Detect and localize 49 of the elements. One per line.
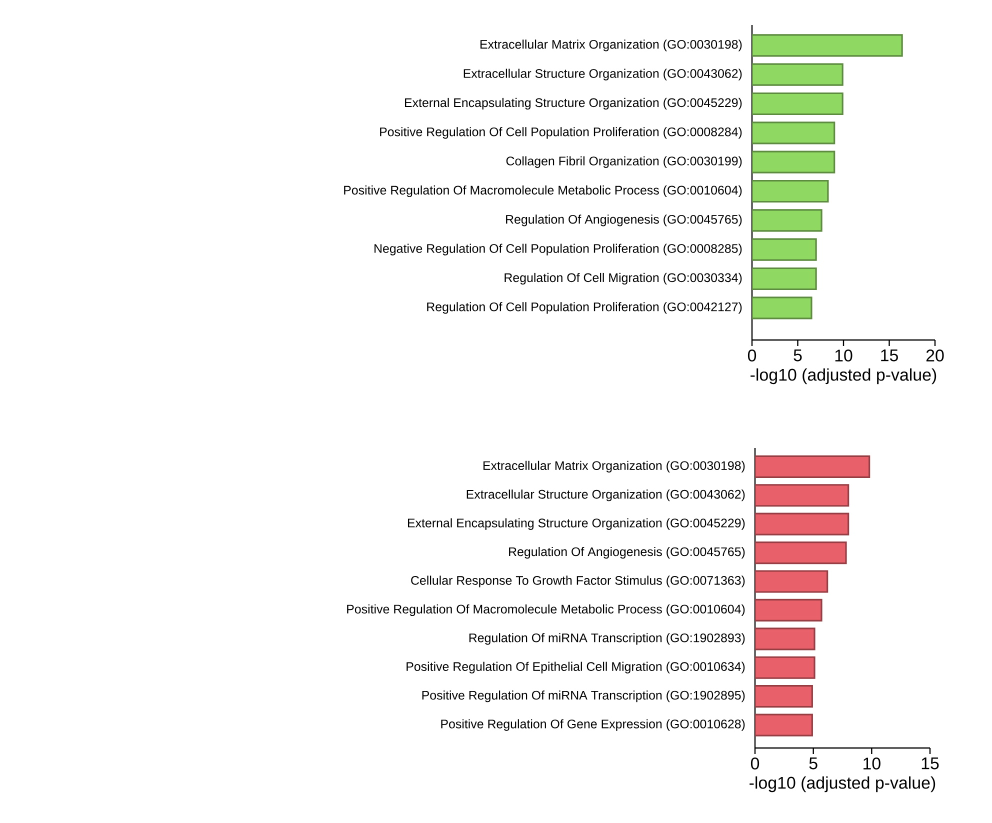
bar: [752, 209, 822, 232]
y-tick-label: Positive Regulation Of Epithelial Cell Migration (GO:0010634): [406, 662, 745, 674]
x-tick-label: 0: [750, 758, 760, 770]
y-tick-label: Collagen Fibril Organization (GO:0030199): [506, 156, 742, 168]
bar: [752, 122, 836, 144]
x-tick-label: 10: [835, 350, 852, 362]
bar: [752, 180, 829, 203]
y-tick-label: External Encapsulating Structure Organization (GO:0045229): [404, 98, 742, 110]
y-tick-label: Regulation Of Angiogenesis (GO:0045765): [509, 546, 745, 559]
y-tick-label: Positive Regulation Of Gene Expression (GO:0010628): [441, 719, 745, 731]
y-tick-label: Negative Regulation Of Cell Population Proliferation (GO:0008285): [374, 244, 742, 256]
bar: [752, 63, 844, 86]
y-tick-label: Extracellular Structure Organization (GO:0043062): [466, 490, 745, 502]
x-axis-title: -log10 (adjusted p-value): [750, 368, 936, 384]
bar: [752, 92, 844, 116]
bar: [755, 541, 847, 564]
y-tick-label: Extracellular Matrix Organization (GO:0030198): [480, 40, 742, 52]
y-tick-label: Extracellular Structure Organization (GO:0043062): [464, 68, 742, 80]
bar: [752, 296, 812, 320]
x-tick-label: 15: [881, 350, 898, 362]
x-tick-label: 0: [748, 350, 756, 362]
y-tick-label: Regulation Of miRNA Transcription (GO:1902893): [469, 633, 745, 645]
bar: [755, 628, 816, 650]
y-tick-label: Regulation Of Angiogenesis (GO:0045765): [506, 214, 742, 226]
bar: [755, 656, 816, 679]
y-tick-label: Regulation Of Cell Population Proliferation (GO:0042127): [427, 302, 742, 314]
bar: [752, 150, 836, 174]
x-tick-label: 5: [809, 758, 818, 770]
bar: [755, 455, 870, 478]
x-tick-label: 5: [794, 350, 802, 362]
bar: [752, 238, 817, 261]
y-tick-label: Positive Regulation Of Macromolecule Metabolic Process (GO:0010604): [347, 604, 745, 616]
bar: [755, 685, 813, 708]
y-tick-label: Positive Regulation Of miRNA Transcription (GO:1902895): [422, 690, 745, 702]
x-tick-label: 10: [864, 758, 880, 770]
bar: [755, 484, 850, 507]
x-tick-label: 15: [922, 758, 939, 770]
bar: [755, 598, 822, 622]
y-tick-label: External Encapsulating Structure Organization (GO:0045229): [408, 518, 745, 530]
bar: [752, 267, 817, 290]
x-axis-title: -log10 (adjusted p-value): [750, 776, 936, 792]
y-tick-label: Positive Regulation Of Cell Population Proliferation (GO:0008284): [380, 127, 742, 139]
y-tick-label: Extracellular Matrix Organization (GO:0030198): [483, 460, 745, 472]
bar: [752, 34, 903, 57]
y-tick-label: Positive Regulation Of Macromolecule Metabolic Process (GO:0010604): [344, 185, 742, 198]
x-tick-label: 20: [926, 350, 944, 362]
y-tick-label: Cellular Response To Growth Factor Stimulus (GO:0071363): [411, 576, 745, 588]
bar: [755, 512, 850, 536]
y-tick-label: Regulation Of Cell Migration (GO:0030334): [504, 272, 742, 285]
